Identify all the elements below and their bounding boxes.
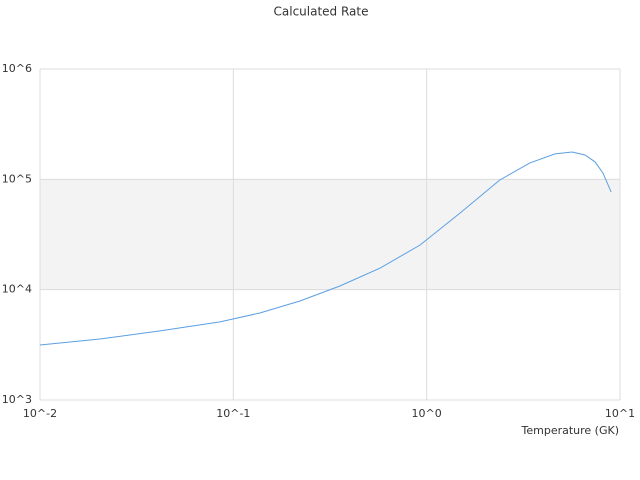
y-tick-label: 10^5 [2,172,32,185]
x-tick-label: 10^-1 [216,407,250,420]
y-tick-label: 10^3 [2,393,32,406]
y-tick-label: 10^6 [2,62,32,75]
y-tick-label: 10^4 [2,283,32,296]
x-tick-label: 10^0 [412,407,442,420]
x-tick-label: 10^-2 [23,407,57,420]
line-series [39,151,612,346]
x-axis-label: Temperature (GK) [521,424,620,437]
x-tick-label: 10^1 [605,407,635,420]
grid-band [40,179,620,290]
chart-title: Calculated Rate [274,5,369,19]
